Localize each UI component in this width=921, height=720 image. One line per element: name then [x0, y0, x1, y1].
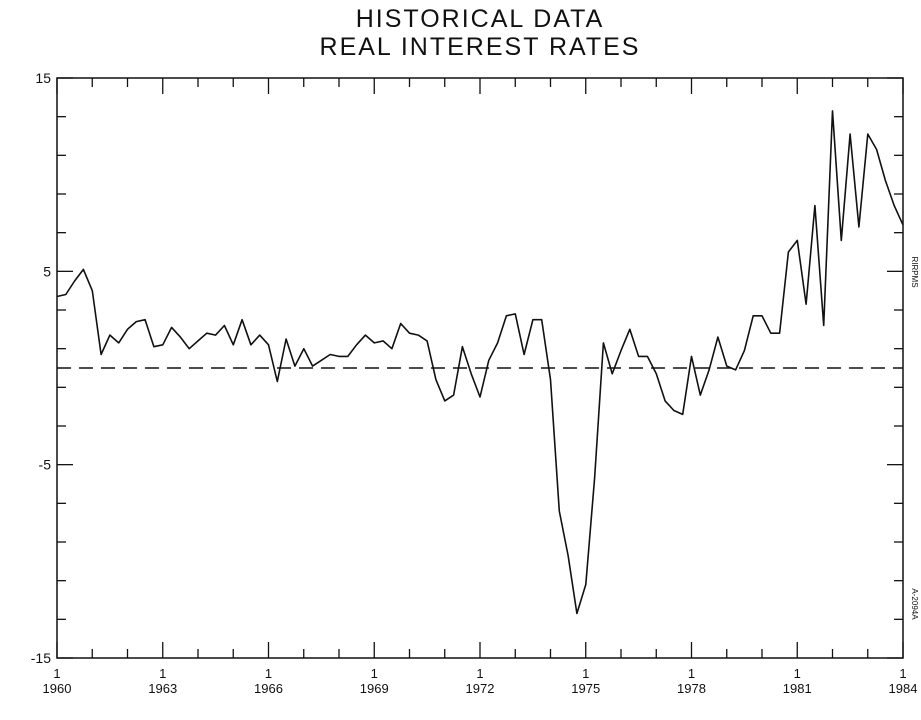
- annotation: RIRPMS: [910, 256, 919, 287]
- data-line: [56, 110, 904, 615]
- chart-title: REAL INTEREST RATES: [320, 33, 641, 61]
- y-tick-label: 15: [35, 70, 51, 86]
- x-tick-label: 1 1984: [889, 666, 918, 696]
- x-tick-label: 1 1972: [466, 666, 495, 696]
- x-tick-label: 1 1960: [43, 666, 72, 696]
- y-tick-label: -15: [31, 650, 51, 666]
- chart-title: HISTORICAL DATA: [356, 5, 605, 33]
- x-tick-label: 1 1981: [783, 666, 812, 696]
- x-tick-label: 1 1969: [360, 666, 389, 696]
- x-tick-label: 1 1978: [677, 666, 706, 696]
- x-tick-label: 1 1963: [148, 666, 177, 696]
- y-tick-label: -5: [39, 457, 52, 473]
- annotation: A-2094A: [910, 588, 919, 620]
- y-tick-label: 5: [43, 263, 51, 279]
- x-tick-label: 1 1975: [571, 666, 600, 696]
- x-tick-label: 1 1966: [254, 666, 283, 696]
